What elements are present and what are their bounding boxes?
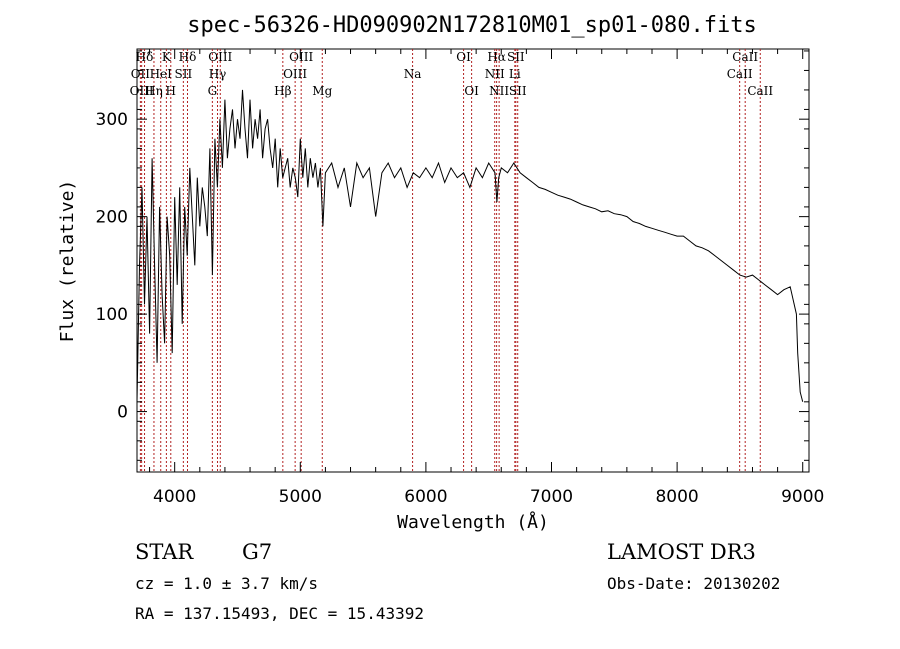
- emission-line-label: CaII: [732, 50, 758, 64]
- redshift-text: cz = 1.0 ± 3.7 km/s: [135, 574, 318, 593]
- emission-line-label: CaII: [747, 84, 773, 98]
- y-tick-label: 100: [96, 305, 128, 325]
- emission-line-label: OIII: [283, 67, 307, 81]
- emission-line-label: H: [166, 84, 176, 98]
- emission-line-markers: [139, 49, 761, 472]
- x-tick-label: 5000: [279, 487, 322, 507]
- plot-area: Hδ OII OIII K HeI Hη SII H Hδ OIII Hγ G Hβ OIII OIII Mg…: [96, 48, 824, 507]
- emission-line-label: Hβ: [274, 84, 291, 98]
- emission-line-label: K: [162, 50, 172, 64]
- survey-name: LAMOST DR3: [607, 540, 756, 564]
- spectrum-series-line: [136, 89, 804, 402]
- emission-line-label: Hη: [145, 84, 163, 98]
- emission-line-label: OIII: [130, 84, 154, 98]
- coordinates-text: RA = 137.15493, DEC = 15.43392: [135, 604, 424, 623]
- emission-line-label: OII: [131, 67, 151, 81]
- x-axis-ticks: 4000 5000 6000 7000 8000 9000: [149, 49, 824, 507]
- emission-line-label: OIII: [289, 50, 313, 64]
- y-axis-ticks: 0 100 200 300: [96, 50, 809, 461]
- emission-line-label: SII: [174, 67, 192, 81]
- emission-line-label: OI: [464, 84, 479, 98]
- emission-line-label: Mg: [312, 84, 332, 98]
- x-tick-label: 8000: [655, 487, 698, 507]
- emission-line-label: SII: [509, 84, 527, 98]
- x-tick-label: 7000: [530, 487, 573, 507]
- emission-line-label: OIII: [208, 50, 232, 64]
- emission-line-label: OI: [456, 50, 471, 64]
- object-class: STAR: [135, 540, 194, 564]
- y-tick-label: 200: [96, 208, 128, 228]
- obs-date: Obs-Date: 20130202: [607, 574, 780, 593]
- emission-line-label: NII: [485, 67, 505, 81]
- chart-title: spec-56326-HD090902N172810M01_sp01-080.f…: [187, 13, 757, 38]
- emission-line-label: HeI: [150, 67, 173, 81]
- emission-line-label: Na: [404, 67, 422, 81]
- emission-line-label: Hα: [487, 50, 506, 64]
- emission-line-label: Li: [509, 67, 521, 81]
- emission-line-label: Hδ: [179, 50, 197, 64]
- emission-line-label: G: [208, 84, 218, 98]
- emission-line-label: Hγ: [209, 67, 227, 81]
- y-axis-label: Flux (relative): [57, 180, 78, 343]
- x-tick-label: 4000: [153, 487, 196, 507]
- plot-frame: [136, 48, 810, 473]
- object-subclass: G7: [242, 540, 272, 564]
- emission-line-label: CaII: [727, 67, 753, 81]
- emission-line-label: SII: [507, 50, 525, 64]
- y-tick-label: 300: [96, 110, 128, 130]
- emission-line-label: NII: [489, 84, 509, 98]
- emission-line-label: Hδ: [136, 50, 154, 64]
- x-tick-label: 6000: [404, 487, 447, 507]
- x-axis-label: Wavelength (Å): [397, 511, 549, 533]
- x-tick-label: 9000: [781, 487, 824, 507]
- y-tick-label: 0: [117, 403, 128, 423]
